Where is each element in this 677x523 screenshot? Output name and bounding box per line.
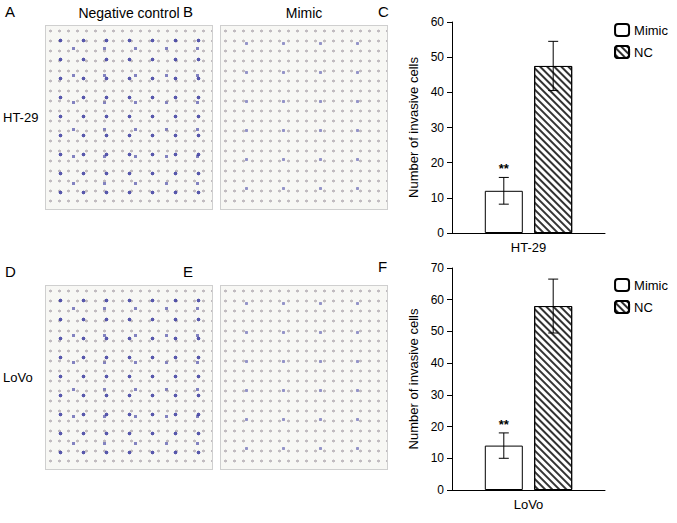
svg-text:50: 50 [431,324,445,338]
svg-text:NC: NC [634,300,653,315]
html-text:Negative control: Negative control [78,5,180,21]
svg-text:10: 10 [431,191,445,205]
svg-text:60: 60 [431,293,445,307]
svg-text:0: 0 [437,226,444,240]
svg-text:**: ** [499,417,510,432]
svg-text:LoVo: LoVo [514,497,544,512]
html-text:B: B [183,3,193,20]
svg-text:30: 30 [431,388,445,402]
svg-text:30: 30 [431,121,445,135]
html-text:E: E [183,263,193,280]
svg-text:40: 40 [431,356,445,370]
html-text:Mimic: Mimic [285,5,323,21]
html-text:F: F [378,258,388,275]
html-text:LoVo: LoVo [3,369,33,385]
svg-text:Mimic: Mimic [634,23,668,38]
svg-text:20: 20 [431,156,445,170]
html-text:A: A [5,3,15,20]
html-text:D: D [5,263,16,280]
svg-text:NC: NC [634,45,653,60]
svg-text:40: 40 [431,85,445,99]
html-text:HT-29: HT-29 [3,109,39,125]
svg-text:Number of invasive cells: Number of invasive cells [406,308,421,449]
svg-text:20: 20 [431,420,445,434]
svg-text:50: 50 [431,50,445,64]
svg-text:Number of invasive cells: Number of invasive cells [406,57,421,198]
svg-text:10: 10 [431,451,445,465]
svg-text:70: 70 [431,261,445,275]
svg-text:Mimic: Mimic [634,278,668,293]
svg-text:60: 60 [431,15,445,29]
svg-text:**: ** [499,161,510,176]
svg-text:0: 0 [437,483,444,497]
html-text:C: C [378,3,389,20]
svg-text:HT-29: HT-29 [511,240,546,255]
